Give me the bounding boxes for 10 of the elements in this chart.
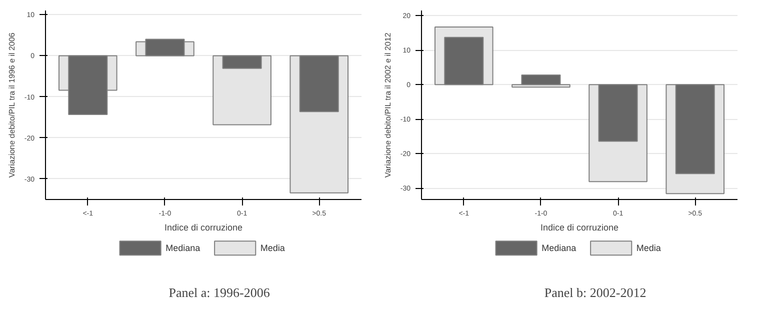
text: Panel b: 2002-2012 <box>544 284 646 300</box>
legend-label: Media <box>260 243 285 254</box>
legend-label: Mediana <box>542 243 576 254</box>
x-axis-title: Indice di corruzione <box>540 222 619 232</box>
x-axis-title: Indice di corruzione <box>164 222 243 232</box>
y-axis-title: Variazione debito/PIL tra il 1996 e il 2006 <box>7 32 16 178</box>
legend-label: Media <box>636 243 661 254</box>
text: Panel a: 1996-2006 <box>168 284 270 300</box>
y-axis-title: Variazione debito/PIL tra il 2002 e il 2012 <box>383 32 392 178</box>
legend-label: Mediana <box>166 243 200 254</box>
